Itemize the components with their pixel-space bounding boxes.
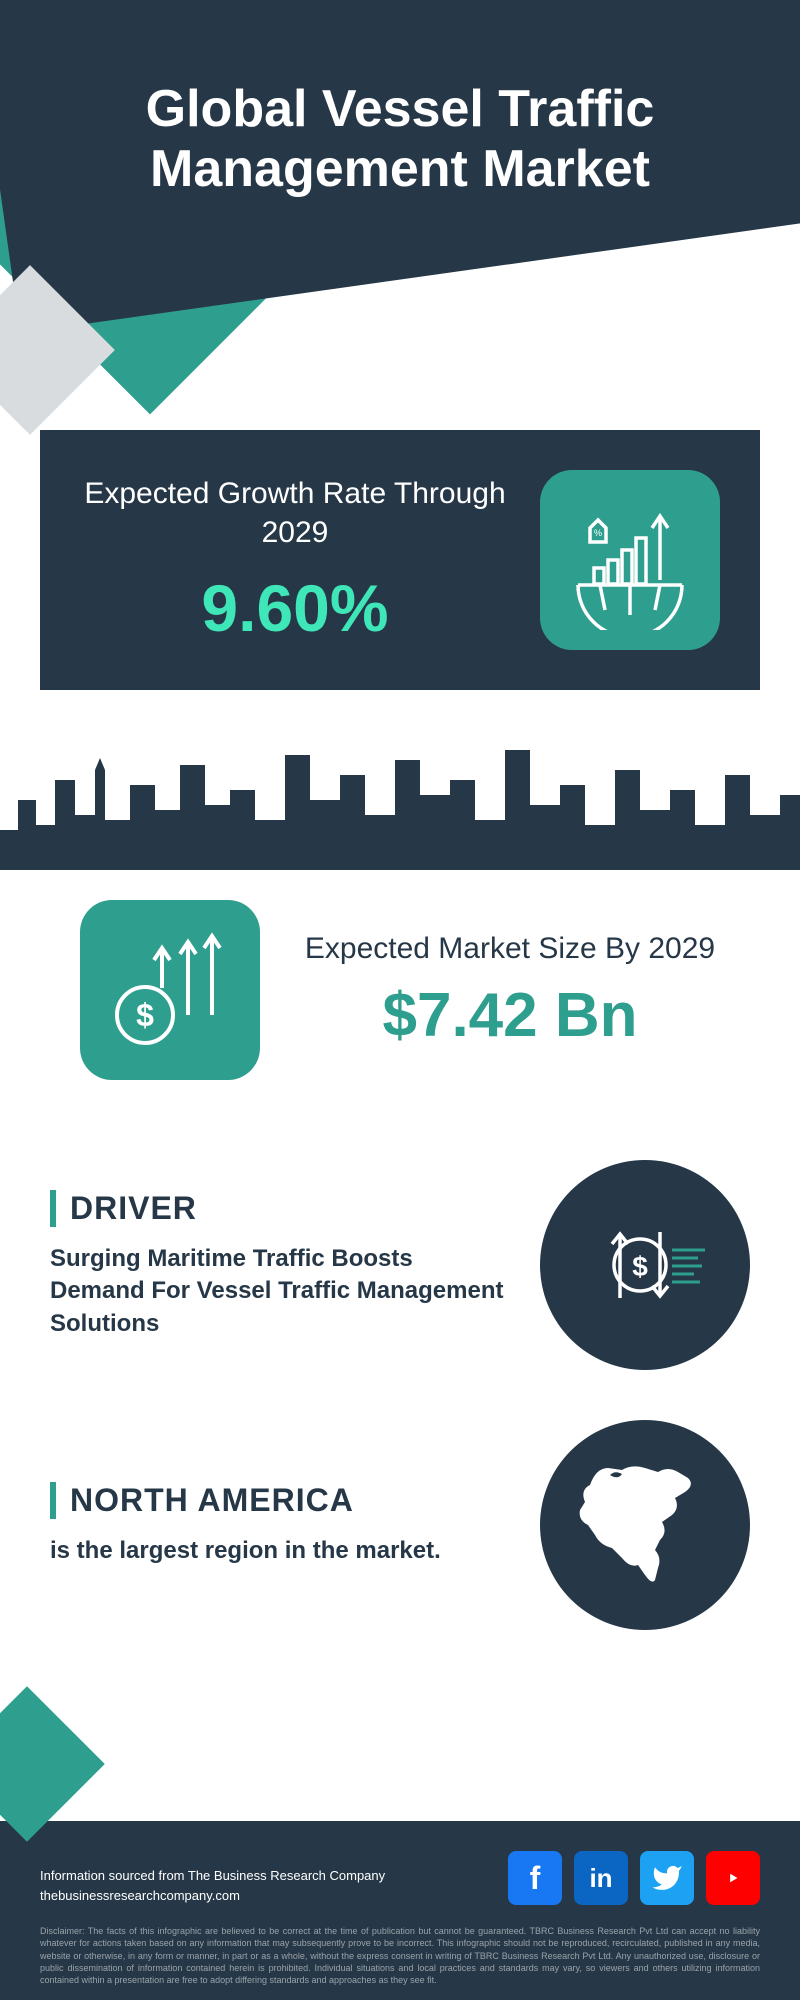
market-size-panel: $ Expected Market Size By 2029 $7.42 Bn (40, 870, 760, 1120)
twitter-icon (651, 1862, 683, 1894)
footer: Information sourced from The Business Re… (0, 1821, 800, 2000)
youtube-icon (716, 1861, 750, 1895)
money-transfer-icon: $ (540, 1160, 750, 1370)
growth-panel: Expected Growth Rate Through 2029 9.60% … (40, 430, 760, 690)
facebook-icon: f (530, 1860, 541, 1897)
page-title: Global Vessel Traffic Management Market (0, 80, 800, 200)
region-row: NORTH AMERICA is the largest region in t… (50, 1420, 750, 1630)
header: Global Vessel Traffic Management Market (0, 0, 800, 370)
svg-text:$: $ (632, 1251, 648, 1282)
market-size-label: Expected Market Size By 2029 (300, 929, 720, 968)
linkedin-icon: in (589, 1863, 612, 1894)
growth-value: 9.60% (80, 570, 510, 646)
source-line-1: Information sourced from The Business Re… (40, 1866, 385, 1886)
north-america-map-icon (540, 1420, 750, 1630)
growth-label: Expected Growth Rate Through 2029 (80, 474, 510, 552)
disclaimer-text: Disclaimer: The facts of this infographi… (40, 1925, 760, 1986)
dollar-arrows-icon: $ (80, 900, 260, 1080)
svg-text:$: $ (136, 997, 154, 1033)
footer-top: Information sourced from The Business Re… (40, 1851, 760, 1905)
globe-growth-icon: % (540, 470, 720, 650)
driver-row: DRIVER Surging Maritime Traffic Boosts D… (50, 1160, 750, 1370)
driver-heading: DRIVER (50, 1190, 510, 1227)
footer-source: Information sourced from The Business Re… (40, 1866, 385, 1905)
region-text: NORTH AMERICA is the largest region in t… (50, 1482, 510, 1567)
linkedin-button[interactable]: in (574, 1851, 628, 1905)
twitter-button[interactable] (640, 1851, 694, 1905)
svg-text:%: % (594, 528, 602, 538)
market-size-value: $7.42 Bn (300, 980, 720, 1051)
footer-accent-triangle (0, 1687, 105, 1843)
region-body: is the largest region in the market. (50, 1535, 510, 1567)
social-links: f in (508, 1851, 760, 1905)
driver-body: Surging Maritime Traffic Boosts Demand F… (50, 1243, 510, 1340)
facebook-button[interactable]: f (508, 1851, 562, 1905)
driver-text: DRIVER Surging Maritime Traffic Boosts D… (50, 1190, 510, 1340)
skyline-silhouette (0, 730, 800, 870)
source-line-2: thebusinessresearchcompany.com (40, 1886, 385, 1906)
youtube-button[interactable] (706, 1851, 760, 1905)
region-heading: NORTH AMERICA (50, 1482, 510, 1519)
growth-text: Expected Growth Rate Through 2029 9.60% (80, 474, 510, 646)
market-size-text: Expected Market Size By 2029 $7.42 Bn (300, 929, 720, 1051)
